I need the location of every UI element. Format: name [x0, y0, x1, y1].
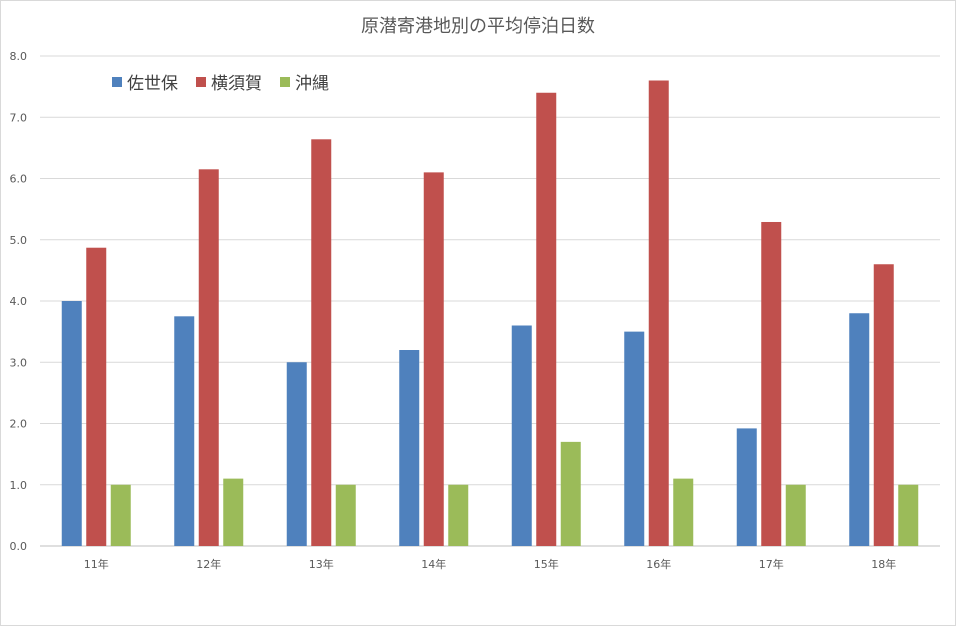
y-tick-label: 5.0 — [10, 234, 28, 247]
bar-佐世保-14年 — [399, 350, 420, 546]
x-tick-label: 14年 — [421, 557, 446, 571]
bar-佐世保-11年 — [61, 301, 82, 546]
legend-swatch — [196, 77, 206, 87]
y-tick-label: 7.0 — [10, 111, 28, 124]
x-tick-label: 16年 — [646, 557, 671, 571]
bar-横須賀-13年 — [311, 139, 332, 547]
x-tick-label: 13年 — [309, 557, 334, 571]
bar-沖縄-17年 — [785, 484, 806, 546]
bar-佐世保-16年 — [624, 331, 645, 546]
y-axis-ticks: 0.0 1.0 2.0 3.0 4.0 5.0 6.0 7.0 8.0 — [10, 50, 28, 553]
y-tick-label: 6.0 — [10, 173, 28, 186]
bar-横須賀-14年 — [423, 172, 444, 546]
bar-横須賀-18年 — [873, 264, 894, 546]
bar-佐世保-17年 — [736, 428, 757, 546]
legend-swatch — [280, 77, 290, 87]
bar-横須賀-15年 — [536, 92, 557, 546]
bar-横須賀-17年 — [761, 221, 782, 547]
bar-沖縄-15年 — [560, 441, 581, 546]
bar-佐世保-15年 — [511, 325, 532, 546]
legend-label: 横須賀 — [211, 74, 262, 94]
x-tick-label: 15年 — [534, 557, 559, 571]
y-tick-label: 1.0 — [10, 479, 28, 492]
bar-沖縄-16年 — [673, 478, 694, 546]
x-tick-label: 18年 — [871, 557, 896, 571]
x-axis-ticks: 11年 12年 13年 14年 15年 16年 17年 18年 — [84, 557, 897, 571]
bar-横須賀-16年 — [648, 80, 669, 546]
bar-沖縄-14年 — [448, 484, 469, 546]
bar-佐世保-12年 — [174, 316, 195, 546]
bar-沖縄-18年 — [898, 484, 919, 546]
x-tick-label: 17年 — [759, 557, 784, 571]
y-tick-label: 4.0 — [10, 295, 28, 308]
chart-title: 原潜寄港地別の平均停泊日数 — [361, 16, 595, 37]
x-tick-label: 11年 — [84, 557, 109, 571]
bar-佐世保-18年 — [849, 313, 870, 546]
bar-沖縄-13年 — [335, 484, 356, 546]
y-tick-label: 3.0 — [10, 356, 28, 369]
legend-label: 佐世保 — [127, 74, 178, 94]
x-tick-label: 12年 — [196, 557, 221, 571]
bar-沖縄-11年 — [110, 484, 131, 546]
legend: 佐世保 横須賀 沖縄 — [112, 74, 329, 94]
y-tick-label: 0.0 — [10, 540, 28, 553]
bars — [61, 80, 919, 547]
legend-label: 沖縄 — [295, 74, 329, 94]
legend-swatch — [112, 77, 122, 87]
bar-佐世保-13年 — [286, 362, 307, 546]
bar-横須賀-12年 — [198, 169, 219, 546]
y-tick-label: 2.0 — [10, 418, 28, 431]
bar-横須賀-11年 — [86, 247, 107, 546]
y-tick-label: 8.0 — [10, 50, 28, 63]
bar-沖縄-12年 — [223, 478, 244, 546]
